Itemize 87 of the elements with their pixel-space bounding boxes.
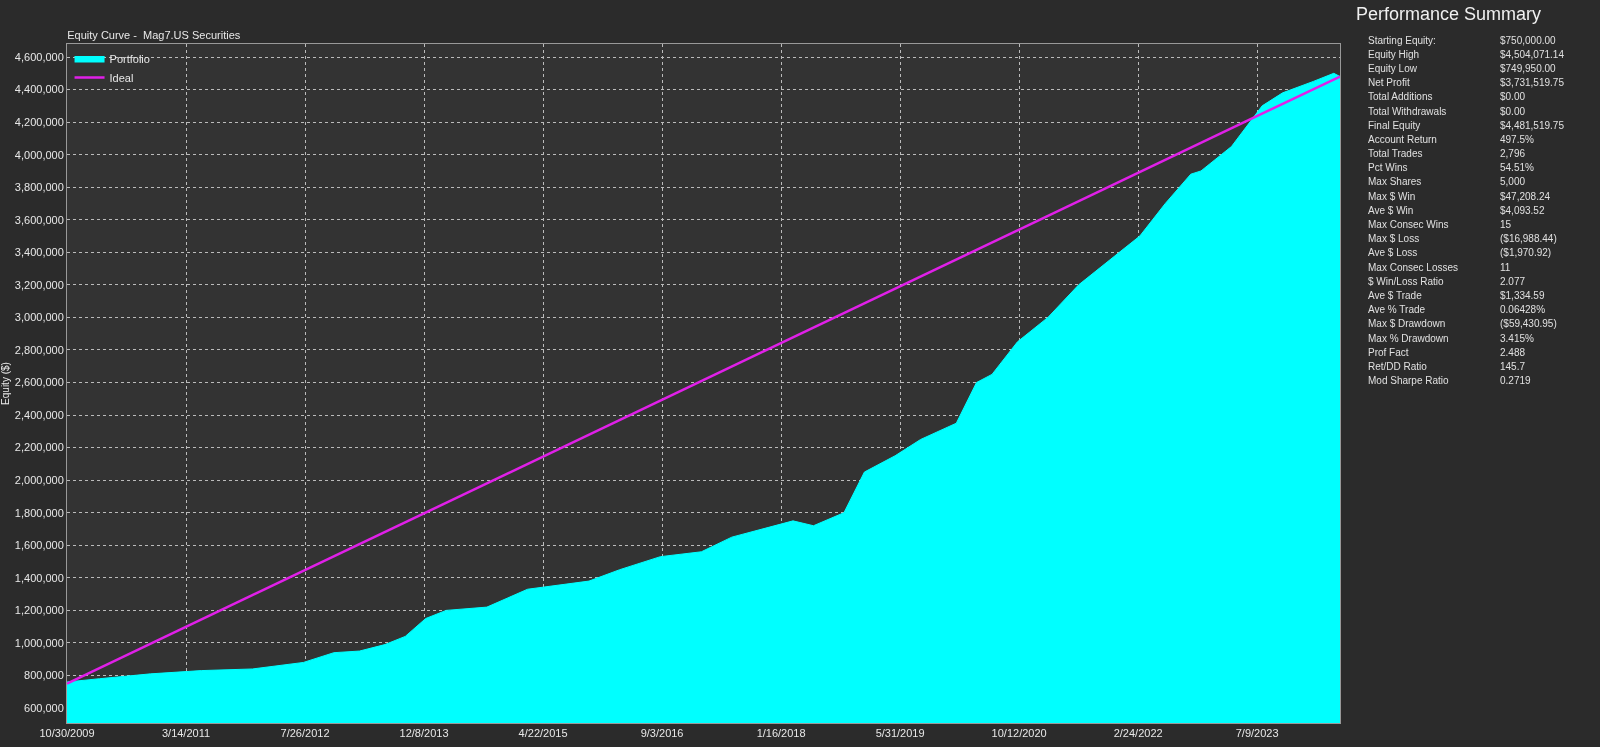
x-tick-label: 7/26/2012 <box>280 727 330 740</box>
y-tick-label: 2,000,000 <box>14 474 64 487</box>
text: Total Withdrawals <box>1368 104 1448 119</box>
y-tick-label: 1,000,000 <box>14 636 64 649</box>
text: $0.00 <box>1500 104 1527 119</box>
y-tick-label: 3,000,000 <box>14 311 64 324</box>
text: Total Trades <box>1368 147 1424 161</box>
text: Starting Equity: <box>1368 33 1437 48</box>
y-axis-title: Equity ($) <box>0 362 11 405</box>
y-tick-label: 4,200,000 <box>14 115 64 128</box>
text: $ Win/Loss Ratio <box>1368 274 1445 289</box>
text: Performance Summary <box>1356 4 1543 25</box>
text: 11 <box>1500 260 1512 275</box>
y-tick-label: 1,800,000 <box>14 506 64 519</box>
y-tick-label: 4,600,000 <box>14 50 64 63</box>
y-tick-label: 4,400,000 <box>14 83 64 96</box>
y-tick-label: 2,200,000 <box>14 441 64 454</box>
text: 2,796 <box>1500 147 1527 161</box>
text: $1,334.59 <box>1500 288 1546 303</box>
text: Max Consec Losses <box>1368 260 1460 275</box>
text: Max % Drawdown <box>1368 331 1450 346</box>
text: Account Return <box>1368 132 1438 147</box>
text: Max $ Win <box>1368 189 1417 204</box>
text: $750,000.00 <box>1500 33 1557 48</box>
text: Max Consec Wins <box>1368 218 1450 232</box>
y-tick-label: 4,000,000 <box>14 148 64 161</box>
text: 497.5% <box>1500 132 1535 147</box>
y-tick-label: 2,600,000 <box>14 376 64 389</box>
y-tick-label: 800,000 <box>24 669 64 682</box>
x-tick-label: 9/3/2016 <box>640 727 684 740</box>
text: 2.077 <box>1500 274 1527 289</box>
y-tick-label: 1,200,000 <box>14 604 64 617</box>
y-tick-label: 3,400,000 <box>14 246 64 259</box>
legend-label: Portfolio <box>109 52 150 65</box>
x-tick-label: 4/22/2015 <box>518 727 568 740</box>
text: Ave $ Trade <box>1368 288 1423 303</box>
y-tick-label: 3,200,000 <box>14 278 64 291</box>
text: 145.7 <box>1500 359 1527 374</box>
text: Ave % Trade <box>1368 303 1427 317</box>
y-tick-label: 2,400,000 <box>14 408 64 421</box>
text: $749,950.00 <box>1500 61 1557 76</box>
x-tick-label: 10/30/2009 <box>39 727 95 740</box>
text: Max $ Loss <box>1368 232 1421 246</box>
text: 5,000 <box>1500 175 1527 190</box>
text: $4,481,519.75 <box>1500 118 1564 133</box>
text: Pct Wins <box>1368 161 1409 175</box>
text: $0.00 <box>1500 90 1527 104</box>
x-tick-label: 2/24/2022 <box>1113 727 1163 740</box>
text: ($16,988.44) <box>1500 232 1558 246</box>
chart-title: Equity Curve - Mag7.US Securities <box>67 29 241 42</box>
text: Equity High <box>1368 47 1421 62</box>
text: 0.2719 <box>1500 374 1532 388</box>
y-tick-label: 1,600,000 <box>14 539 64 552</box>
text: ($1,970.92) <box>1500 246 1553 260</box>
x-tick-label: 10/12/2020 <box>991 727 1047 740</box>
y-tick-label: 600,000 <box>24 701 64 714</box>
text: $4,504,071.14 <box>1500 47 1564 62</box>
text: Prof Fact <box>1368 345 1410 360</box>
text: Ave $ Win <box>1368 203 1415 218</box>
text: Net Profit <box>1368 76 1411 90</box>
text: 3.415% <box>1500 331 1535 346</box>
x-tick-label: 1/16/2018 <box>756 727 806 740</box>
y-tick-label: 1,400,000 <box>14 571 64 584</box>
text: Mod Sharpe Ratio <box>1368 374 1450 388</box>
text: 2.488 <box>1500 345 1527 360</box>
text: Max Shares <box>1368 175 1423 190</box>
x-tick-label: 3/14/2011 <box>161 727 211 740</box>
text: Ret/DD Ratio <box>1368 359 1428 374</box>
text: $47,208.24 <box>1500 189 1552 204</box>
text: Final Equity <box>1368 118 1422 133</box>
text: $4,093.52 <box>1500 203 1546 218</box>
text: Total Additions <box>1368 90 1434 104</box>
text: Equity Low <box>1368 61 1418 76</box>
y-tick-label: 3,800,000 <box>14 181 64 194</box>
text: ($59,430.95) <box>1500 317 1558 331</box>
text: 54.51% <box>1500 161 1535 175</box>
text: $3,731,519.75 <box>1500 76 1564 90</box>
text: Ave $ Loss <box>1368 246 1419 260</box>
legend-label: Ideal <box>109 71 134 84</box>
y-tick-label: 2,800,000 <box>14 343 64 356</box>
x-tick-label: 12/8/2013 <box>399 727 449 740</box>
x-tick-label: 5/31/2019 <box>875 727 925 740</box>
x-tick-label: 7/9/2023 <box>1235 727 1279 740</box>
text: 15 <box>1500 218 1513 232</box>
text: 0.06428% <box>1500 303 1547 317</box>
text: Max $ Drawdown <box>1368 317 1447 331</box>
y-tick-label: 3,600,000 <box>14 213 64 226</box>
